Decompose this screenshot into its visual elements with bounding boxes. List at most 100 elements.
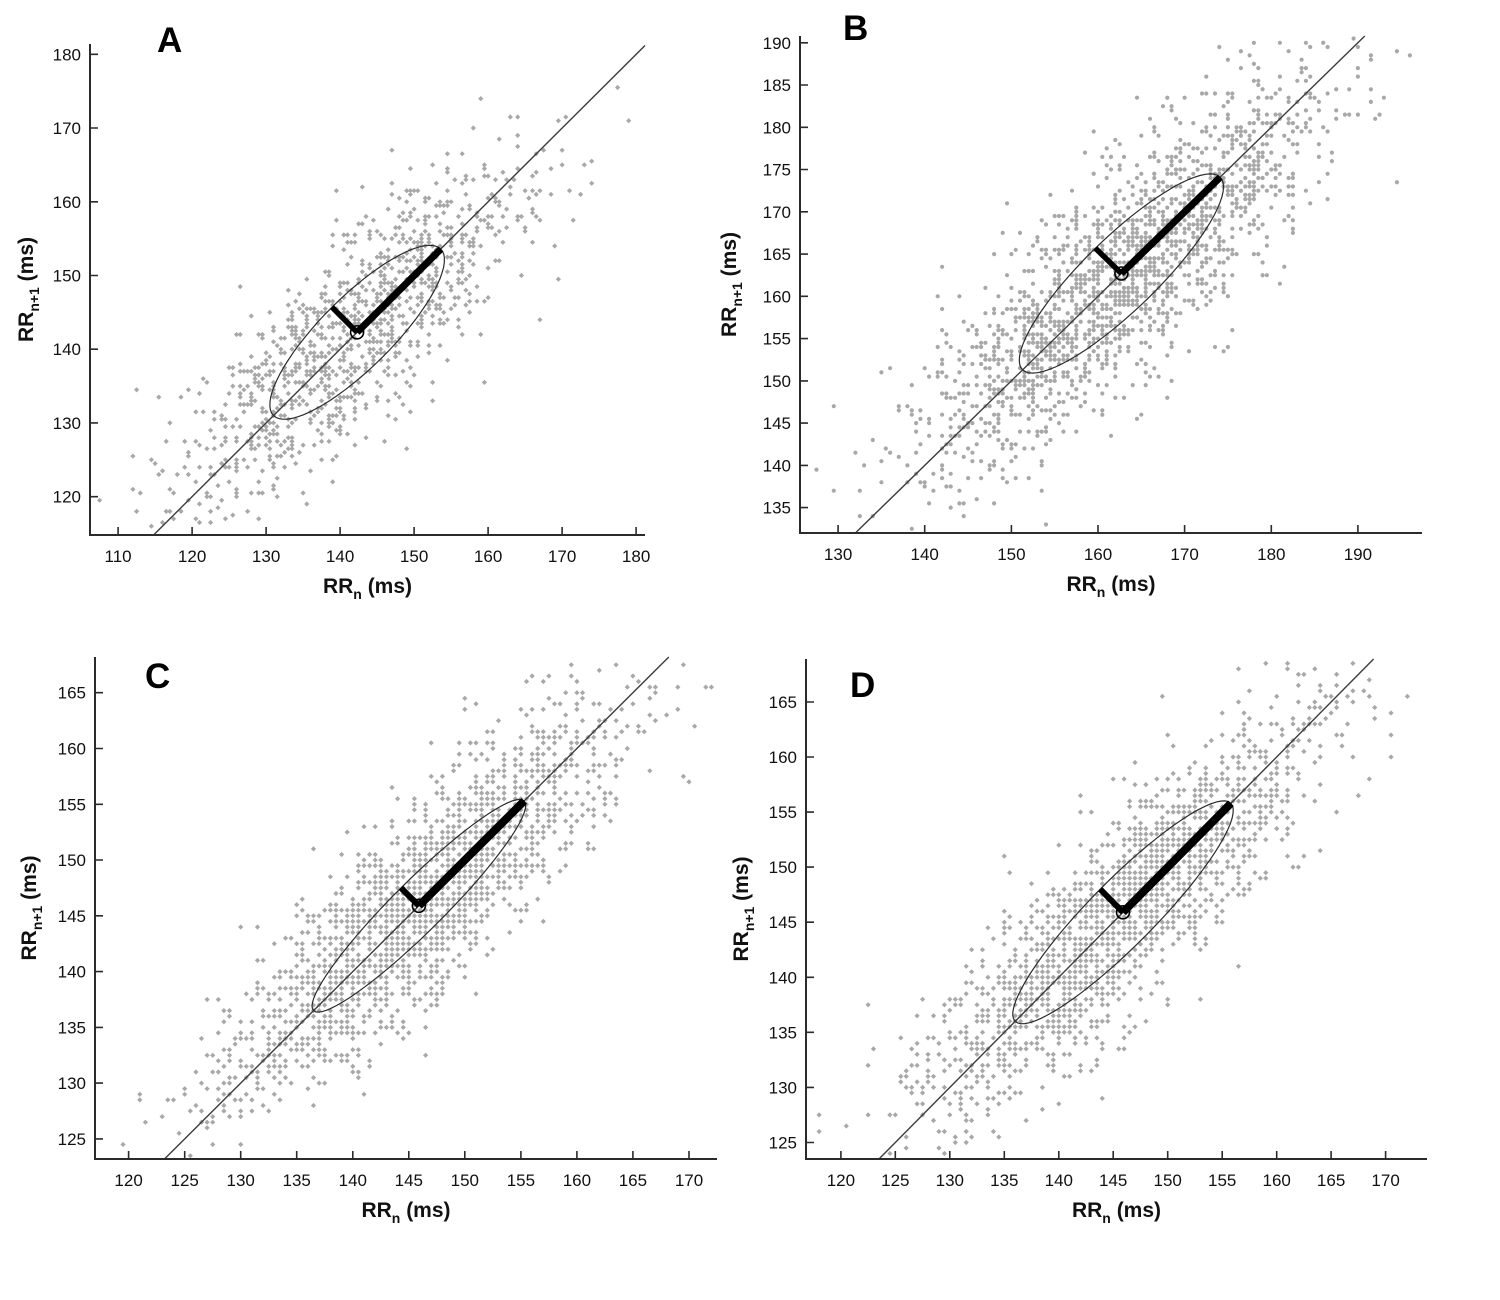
x-tick-label: 155 bbox=[507, 1171, 535, 1190]
y-tick-label: 165 bbox=[58, 684, 86, 703]
scatter-points bbox=[816, 660, 1410, 1157]
x-tick-label: 135 bbox=[990, 1171, 1018, 1190]
sd1-axis-arm bbox=[398, 885, 422, 908]
x-tick-label: 145 bbox=[395, 1171, 423, 1190]
y-tick-label: 180 bbox=[763, 118, 791, 137]
sd-ellipse bbox=[311, 798, 527, 1013]
x-tick-label: 160 bbox=[563, 1171, 591, 1190]
y-axis-label: RRn+1 (ms) bbox=[15, 237, 42, 342]
x-tick-label: 150 bbox=[1154, 1171, 1182, 1190]
x-tick-label: 140 bbox=[339, 1171, 367, 1190]
y-tick-label: 130 bbox=[769, 1078, 797, 1097]
panel-letter: A bbox=[157, 21, 182, 60]
x-tick-label: 130 bbox=[252, 547, 280, 566]
y-tick-label: 145 bbox=[769, 913, 797, 932]
scatter-points bbox=[120, 662, 714, 1159]
x-tick-label: 150 bbox=[400, 547, 428, 566]
x-tick-label: 170 bbox=[675, 1171, 703, 1190]
y-tick-label: 160 bbox=[58, 740, 86, 759]
centroid-marker bbox=[411, 898, 427, 914]
x-tick-label: 120 bbox=[178, 547, 206, 566]
y-axis-label: RRn+1 (ms) bbox=[730, 856, 757, 961]
x-tick-label: 190 bbox=[1344, 545, 1372, 564]
y-tick-label: 125 bbox=[769, 1134, 797, 1153]
x-tick-label: 165 bbox=[1317, 1171, 1345, 1190]
y-tick-label: 130 bbox=[53, 414, 81, 433]
y-tick-label: 155 bbox=[769, 803, 797, 822]
y-tick-label: 180 bbox=[53, 45, 81, 64]
x-tick-label: 160 bbox=[1084, 545, 1112, 564]
scatter-points bbox=[97, 84, 632, 529]
panel-letter: B bbox=[843, 9, 868, 48]
sd-ellipse bbox=[1012, 800, 1234, 1025]
y-tick-label: 160 bbox=[53, 193, 81, 212]
tick-marks bbox=[90, 53, 637, 535]
x-tick-label: 150 bbox=[451, 1171, 479, 1190]
x-tick-label: 130 bbox=[824, 545, 852, 564]
x-tick-label: 120 bbox=[114, 1171, 142, 1190]
x-tick-label: 170 bbox=[1371, 1171, 1399, 1190]
tick-marks bbox=[806, 701, 1387, 1159]
y-tick-label: 140 bbox=[58, 963, 86, 982]
centroid-marker bbox=[1114, 266, 1129, 281]
x-tick-label: 160 bbox=[1263, 1171, 1291, 1190]
x-tick-label: 140 bbox=[326, 547, 354, 566]
y-tick-label: 150 bbox=[53, 267, 81, 286]
sd2-axis-arm bbox=[354, 246, 444, 335]
x-tick-label: 125 bbox=[881, 1171, 909, 1190]
y-tick-label: 160 bbox=[763, 287, 791, 306]
sd-ellipse bbox=[269, 244, 446, 420]
panel-letter: C bbox=[145, 657, 170, 696]
x-axis-label: RRn (ms) bbox=[361, 1199, 450, 1226]
centroid-marker bbox=[349, 324, 365, 340]
y-tick-label: 190 bbox=[763, 34, 791, 53]
sd2-axis-arm bbox=[1120, 800, 1234, 916]
y-tick-label: 140 bbox=[53, 340, 81, 359]
x-tick-label: 170 bbox=[1170, 545, 1198, 564]
sd2-axis-arm bbox=[1118, 174, 1223, 277]
x-tick-label: 130 bbox=[936, 1171, 964, 1190]
y-tick-label: 155 bbox=[58, 795, 86, 814]
sd-ellipse bbox=[1018, 173, 1225, 374]
y-tick-label: 155 bbox=[763, 330, 791, 349]
y-tick-label: 135 bbox=[58, 1018, 86, 1037]
x-tick-label: 170 bbox=[548, 547, 576, 566]
axes-frame bbox=[89, 44, 645, 536]
identity-line bbox=[854, 35, 1366, 534]
axes-frame bbox=[94, 657, 717, 1160]
y-tick-label: 165 bbox=[763, 245, 791, 264]
x-tick-label: 140 bbox=[1045, 1171, 1073, 1190]
y-tick-label: 135 bbox=[769, 1023, 797, 1042]
tick-marks bbox=[95, 691, 690, 1159]
scatter-points bbox=[814, 36, 1413, 531]
y-tick-label: 120 bbox=[53, 488, 81, 507]
y-tick-label: 150 bbox=[763, 372, 791, 391]
y-tick-label: 130 bbox=[58, 1074, 86, 1093]
x-tick-label: 160 bbox=[474, 547, 502, 566]
y-tick-label: 145 bbox=[763, 414, 791, 433]
panel-a: 110 120 130 140 150 160 170 180 120 130 140 150 160 1… bbox=[15, 21, 650, 602]
sd2-axis-arm bbox=[416, 798, 528, 909]
x-tick-label: 130 bbox=[227, 1171, 255, 1190]
panel-d: 120 125 130 135 140 145 150 155 160 165 170 125 130 1… bbox=[730, 658, 1427, 1226]
y-tick-label: 170 bbox=[53, 119, 81, 138]
x-tick-label: 180 bbox=[1257, 545, 1285, 564]
y-tick-label: 150 bbox=[58, 851, 86, 870]
x-tick-label: 125 bbox=[171, 1171, 199, 1190]
y-tick-label: 135 bbox=[763, 499, 791, 518]
x-axis-label: RRn (ms) bbox=[1072, 1199, 1161, 1226]
y-tick-label: 145 bbox=[58, 907, 86, 926]
y-tick-label: 140 bbox=[763, 456, 791, 475]
x-tick-label: 180 bbox=[622, 547, 650, 566]
y-tick-label: 170 bbox=[763, 203, 791, 222]
x-axis-label: RRn (ms) bbox=[323, 575, 412, 602]
y-axis-label: RRn+1 (ms) bbox=[18, 855, 45, 960]
centroid-marker bbox=[1115, 904, 1131, 920]
y-tick-label: 140 bbox=[769, 968, 797, 987]
x-tick-label: 165 bbox=[619, 1171, 647, 1190]
y-tick-label: 160 bbox=[769, 748, 797, 767]
y-tick-label: 185 bbox=[763, 76, 791, 95]
y-tick-label: 175 bbox=[763, 161, 791, 180]
identity-line bbox=[164, 656, 670, 1160]
